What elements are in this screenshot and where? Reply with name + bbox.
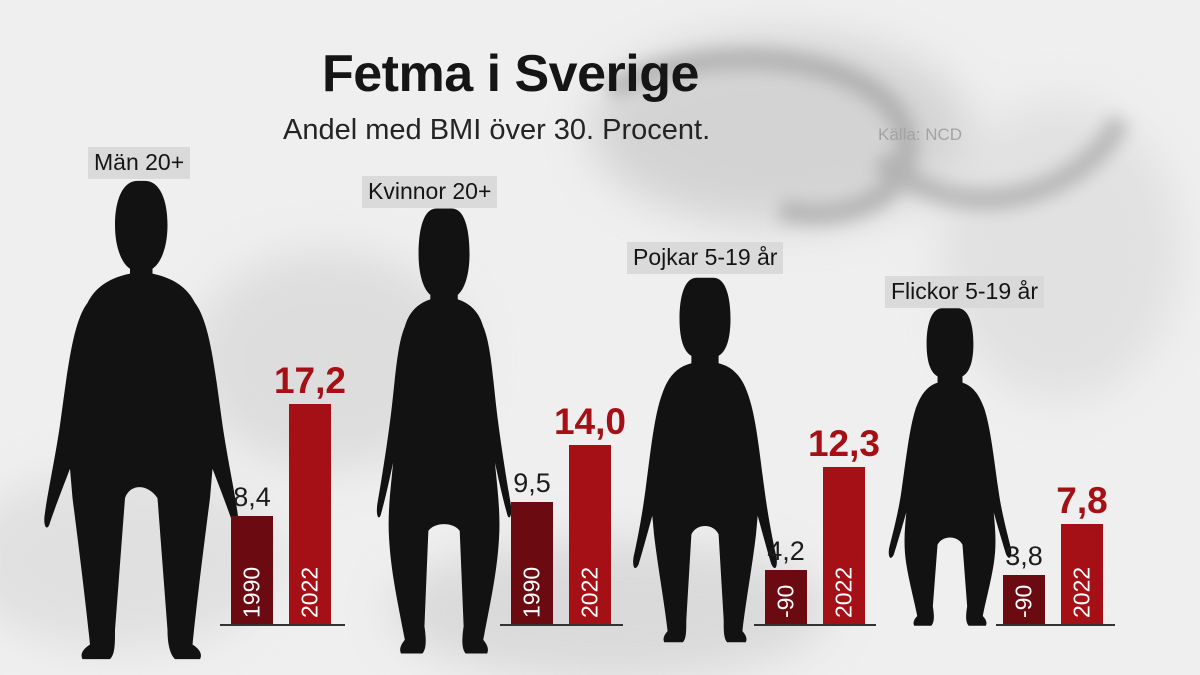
group-label-woman: Kvinnor 20+ (362, 176, 498, 208)
bar-first-period: -90 (765, 570, 807, 624)
bar-year-label: -90 (772, 584, 799, 618)
baseline (500, 624, 623, 626)
source-note: Källa: NCD (878, 125, 963, 144)
bar-value-label: 3,8 (1005, 541, 1043, 571)
boy-silhouette-icon (633, 277, 777, 643)
bar-year-label: 2022 (1068, 566, 1095, 618)
bar-first-period: -90 (1003, 575, 1045, 624)
bar-2022: 2022 (569, 445, 611, 624)
chart-subtitle: Andel med BMI över 30. Procent. (283, 114, 711, 146)
baseline (996, 624, 1115, 626)
chart-title: Fetma i Sverige (322, 45, 699, 103)
bar-year-label: 2022 (296, 566, 323, 618)
baseline (220, 624, 345, 626)
bar-value-label: 12,3 (807, 423, 880, 464)
group-label-man: Män 20+ (88, 147, 191, 179)
bar-first-period: 1990 (511, 502, 553, 624)
bar-2022: 2022 (289, 404, 331, 624)
bar-value-label: 7,8 (1056, 480, 1108, 521)
bar-2022: 2022 (823, 467, 865, 624)
baseline (754, 624, 876, 626)
bar-value-label: 14,0 (553, 401, 626, 442)
bar-value-label: 4,2 (767, 536, 805, 566)
bar-year-label: 2022 (830, 566, 857, 618)
bar-year-label: 1990 (238, 566, 265, 618)
bar-year-label: 1990 (518, 566, 545, 618)
group-label-girl: Flickor 5-19 år (885, 276, 1044, 308)
bar-value-label: 8,4 (233, 482, 271, 512)
man-silhouette-icon (44, 180, 239, 660)
bar-first-period: 1990 (231, 516, 273, 624)
bar-value-label: 17,2 (273, 360, 346, 401)
bar-2022: 2022 (1061, 524, 1103, 624)
bar-year-label: 2022 (576, 566, 603, 618)
woman-silhouette-icon (376, 208, 512, 654)
bar-value-label: 9,5 (513, 468, 551, 498)
girl-silhouette-icon (888, 308, 1012, 626)
group-label-boy: Pojkar 5-19 år (627, 242, 784, 274)
bar-year-label: -90 (1010, 584, 1037, 618)
